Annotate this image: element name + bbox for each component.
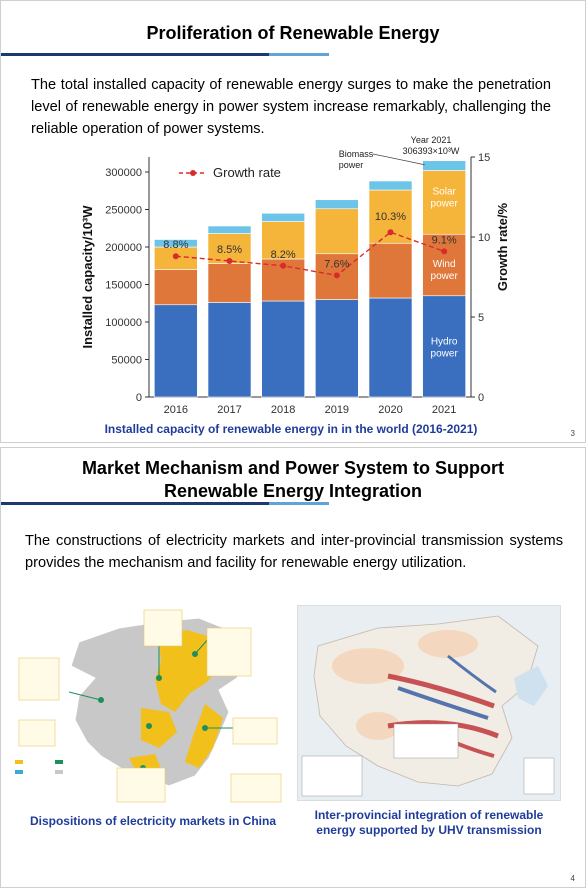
x-tick-label: 2017 (217, 404, 241, 416)
growth-rate-point (333, 272, 340, 279)
china-markets-map (9, 608, 291, 808)
y-tick-label: 150000 (105, 280, 142, 292)
y2-tick-label: 10 (478, 232, 490, 244)
annotation-value: 306393×10³W (403, 146, 460, 156)
bar-biomass-power (315, 199, 359, 210)
x-tick-label: 2018 (271, 404, 295, 416)
y-tick-label: 50000 (111, 355, 142, 367)
y-tick-label: 0 (136, 392, 142, 404)
x-tick-label: 2016 (164, 404, 188, 416)
right-map-caption-line1: Inter-provincial integration of renewabl… (314, 808, 544, 822)
slide-title: Proliferation of Renewable Energy (146, 23, 440, 43)
bar-biomass-power (261, 212, 305, 222)
growth-rate-label: 7.6% (324, 258, 349, 270)
slide-paragraph: The total installed capacity of renewabl… (31, 77, 551, 137)
slide-market-mechanism: Market Mechanism and Power System to Sup… (0, 447, 586, 888)
capacity-chart: 0 50000 100000 150000 200000 250000 300000 0 5 10… (80, 135, 510, 416)
bar-solar-power (422, 170, 466, 235)
bar-hydro-power (154, 304, 198, 398)
bar-wind-power (368, 242, 413, 299)
growth-rate-label: 10.3% (375, 211, 406, 223)
slide-title-line1: Market Mechanism and Power System to Sup… (81, 458, 505, 478)
slide-renewable-proliferation: Proliferation of Renewable Energy The to… (0, 0, 586, 443)
growth-rate-point (172, 253, 179, 260)
page-number: 3 (570, 429, 575, 438)
title-underline (1, 53, 269, 56)
bar-biomass-power (422, 160, 466, 171)
bar-wind-power (154, 269, 198, 306)
bar-wind-power (422, 233, 466, 297)
legend-label: Growth rate (213, 165, 281, 180)
growth-rate-label: 8.5% (217, 244, 242, 256)
y-tick-label: 200000 (105, 242, 142, 254)
bar-hydro-power (315, 299, 359, 398)
growth-rate-point (441, 248, 448, 255)
page-number: 4 (570, 874, 575, 883)
x-tick-label: 2019 (325, 404, 349, 416)
bar-wind-power (207, 263, 252, 303)
growth-rate-line (175, 231, 445, 277)
y2-axis-title: Growth rate/% (495, 202, 510, 291)
left-map-caption: Dispositions of electricity markets in C… (29, 814, 277, 828)
bar-biomass-power (207, 225, 252, 234)
solar-label-line2: power (431, 198, 459, 209)
wind-label-line1: Wind (433, 259, 456, 270)
bar-solar-power (315, 208, 359, 255)
bar-hydro-power (368, 297, 413, 398)
y-tick-label: 100000 (105, 317, 142, 329)
bar-biomass-power (368, 180, 413, 191)
growth-rate-point (387, 229, 394, 236)
bar-hydro-power (207, 302, 252, 398)
y-axis-title: Installed capacity/10³W (80, 205, 95, 349)
y2-tick-label: 0 (478, 392, 484, 404)
growth-rate-point (226, 258, 233, 264)
bar-solar-power (261, 221, 305, 260)
wind-label-line2: power (431, 271, 459, 282)
x-tick-label: 2020 (378, 404, 402, 416)
biomass-label-line2: power (339, 160, 364, 170)
slide-paragraph: The constructions of electricity markets… (25, 533, 563, 571)
legend-marker (190, 170, 196, 176)
y-tick-label: 250000 (105, 205, 142, 217)
solar-label-line1: Solar (432, 186, 456, 197)
bar-biomass-power (154, 239, 198, 248)
title-underline-accent (269, 53, 329, 56)
title-underline (1, 502, 269, 505)
slide-title-line2: Renewable Energy Integration (163, 481, 423, 501)
title-underline-accent (269, 502, 329, 505)
growth-rate-point (280, 262, 287, 269)
growth-rate-label: 8.8% (163, 239, 188, 251)
bar-hydro-power (422, 295, 466, 398)
biomass-pointer (372, 153, 425, 166)
bar-hydro-power (261, 300, 305, 398)
biomass-label-line1: Biomass (339, 149, 374, 159)
hydro-label-line2: power (431, 348, 459, 359)
hydro-label-line1: Hydro (431, 336, 458, 347)
chart-caption: Installed capacity of renewable energy i… (104, 422, 478, 436)
right-map-caption-line2: energy supported by UHV transmission (316, 823, 542, 837)
growth-rate-label: 8.2% (271, 249, 296, 261)
x-tick-label: 2021 (432, 404, 456, 416)
growth-rate-label: 9.1% (432, 234, 457, 246)
y2-tick-label: 15 (478, 152, 490, 164)
uhv-transmission-map (297, 605, 561, 801)
y-tick-label: 300000 (105, 167, 142, 179)
y2-tick-label: 5 (478, 312, 484, 324)
annotation-year: Year 2021 (411, 135, 452, 145)
